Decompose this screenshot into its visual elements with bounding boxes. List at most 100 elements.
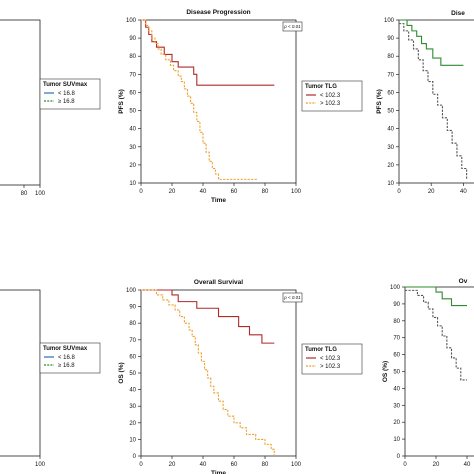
y-tick-label: 20	[129, 163, 136, 169]
legend-item-label: < 16.8	[58, 91, 76, 97]
legend: Tumor SUVmax < 16.8 ≥ 16.8	[39, 342, 101, 374]
y-tick-label: 100	[390, 285, 401, 291]
x-axis-label: Time	[211, 197, 226, 204]
legend-box	[301, 343, 363, 375]
y-tick-label: 60	[129, 90, 136, 96]
x-tick-label: 20	[428, 189, 435, 195]
series-line-1	[399, 19, 464, 66]
y-axis-label: PFS (%)	[118, 89, 125, 114]
legend-title: Tumor SUVmax	[43, 82, 88, 88]
y-tick-label: 50	[393, 370, 400, 376]
x-tick-label: 100	[291, 462, 302, 468]
y-tick-label: 30	[129, 404, 136, 410]
y-tick-label: 0	[397, 454, 401, 460]
y-tick-label: 90	[393, 302, 400, 308]
y-tick-label: 90	[387, 36, 394, 42]
y-tick-label: 50	[129, 109, 136, 115]
chart-panel-2: Disease Progression 10 20 30 40 50 60 70 80 90 100…	[118, 9, 363, 204]
y-tick-label: 20	[393, 420, 400, 426]
series-line-1	[405, 286, 467, 307]
y-tick-label: 80	[129, 321, 136, 327]
series-line-2	[141, 19, 258, 180]
x-tick-label: 60	[231, 189, 238, 195]
legend-item-label: < 102.3	[320, 93, 341, 99]
legend-title: Tumor TLG	[305, 347, 337, 353]
y-tick-label: 10	[129, 181, 136, 187]
y-tick-label: 70	[393, 336, 400, 342]
y-tick-label: 70	[129, 338, 136, 344]
x-tick-label: 20	[169, 462, 176, 468]
x-tick-label: 0	[139, 189, 143, 195]
chart-panel-3: Dise 10 20 30 40 50 60 70 80 90 100 0 20 40 PFS (%)	[376, 10, 474, 195]
x-tick-label: 40	[200, 189, 207, 195]
chart-title: Dise	[451, 10, 465, 17]
x-tick-label: 40	[200, 462, 207, 468]
y-tick-label: 30	[393, 403, 400, 409]
plot-frame	[398, 19, 474, 184]
y-tick-label: 80	[387, 54, 394, 60]
legend-item-label: > 102.3	[320, 364, 341, 370]
legend: Tumor TLG < 102.3 > 102.3	[301, 343, 363, 375]
y-tick-label: 30	[387, 145, 394, 151]
chart-title: Overall Survival	[194, 279, 243, 286]
y-tick-label: 40	[129, 388, 136, 394]
p-value-box	[282, 21, 303, 32]
p-value-box	[282, 292, 303, 303]
y-tick-label: 20	[129, 421, 136, 427]
y-axis-label: OS (%)	[118, 362, 125, 383]
legend: Tumor SUVmax < 16.8 ≥ 16.8	[39, 78, 101, 110]
y-tick-label: 10	[129, 437, 136, 443]
x-tick-label: 100	[35, 191, 46, 197]
chart-title: Disease Progression	[186, 9, 250, 16]
y-axis-label: PFS (%)	[376, 89, 383, 114]
x-tick-label: 100	[35, 462, 46, 468]
legend-item-label: ≥ 16.8	[58, 363, 75, 369]
plot-frame	[404, 286, 474, 457]
legend-item-label: ≥ 16.8	[58, 99, 75, 105]
chart-panel-6: Ov 0 10 20 30 40 50 60 70 80 90 100 0 20 40 OS (%)	[382, 278, 474, 468]
x-tick-label: 20	[169, 189, 176, 195]
y-tick-label: 50	[129, 371, 136, 377]
series-line-2	[405, 289, 467, 381]
y-tick-label: 100	[126, 288, 137, 294]
y-tick-label: 10	[387, 181, 394, 187]
legend-title: Tumor SUVmax	[43, 346, 88, 352]
p-value-label: p < 0.01	[283, 295, 301, 300]
x-tick-label: 40	[464, 462, 471, 468]
y-tick-label: 10	[393, 437, 400, 443]
plot-frame	[140, 19, 297, 184]
y-tick-label: 90	[129, 305, 136, 311]
y-axis-label: OS (%)	[382, 361, 389, 382]
x-tick-label: 40	[460, 189, 467, 195]
y-tick-label: 60	[393, 353, 400, 359]
x-tick-label: 0	[397, 189, 401, 195]
series-line-2	[399, 23, 468, 180]
y-tick-label: 90	[129, 36, 136, 42]
y-tick-label: 100	[126, 18, 137, 24]
legend-box	[39, 342, 101, 374]
plot-frame	[0, 289, 41, 457]
y-tick-label: 100	[384, 18, 395, 24]
p-value-label: p < 0.01	[283, 24, 301, 29]
y-tick-label: 40	[393, 386, 400, 392]
legend-item-label: < 16.8	[58, 355, 76, 361]
series-line-2	[141, 289, 275, 456]
x-tick-label: 20	[433, 462, 440, 468]
y-tick-label: 60	[129, 354, 136, 360]
y-tick-label: 30	[129, 145, 136, 151]
y-tick-label: 70	[129, 72, 136, 78]
y-tick-label: 50	[387, 109, 394, 115]
y-tick-label: 40	[129, 127, 136, 133]
x-tick-label: 80	[262, 189, 269, 195]
x-tick-label: 0	[139, 462, 143, 468]
y-tick-label: 40	[387, 127, 394, 133]
y-tick-label: 70	[387, 72, 394, 78]
legend-box	[39, 78, 101, 110]
legend-item-label: < 102.3	[320, 356, 341, 362]
legend-box	[301, 80, 363, 112]
y-tick-label: 0	[133, 454, 137, 460]
x-tick-label: 0	[403, 462, 407, 468]
